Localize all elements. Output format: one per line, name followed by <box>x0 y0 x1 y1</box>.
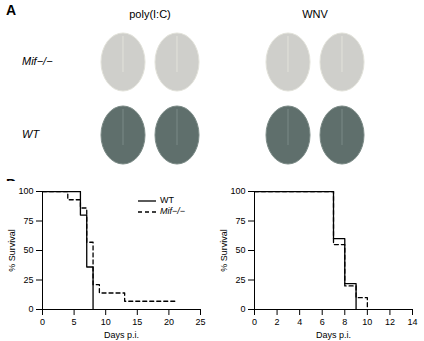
svg-text:6: 6 <box>320 317 325 327</box>
svg-text:10: 10 <box>101 317 111 327</box>
svg-text:50: 50 <box>235 245 245 255</box>
svg-text:10: 10 <box>362 317 372 327</box>
svg-text:14: 14 <box>407 317 417 327</box>
svg-text:5: 5 <box>72 317 77 327</box>
svg-text:% Survival: % Survival <box>7 229 17 272</box>
html-text:Mif−/−: Mif−/− <box>22 55 53 67</box>
html-text:poly(I:C): poly(I:C) <box>129 8 171 20</box>
html-text:WT: WT <box>22 128 40 140</box>
svg-text:50: 50 <box>23 245 33 255</box>
svg-text:75: 75 <box>235 216 245 226</box>
svg-text:100: 100 <box>230 186 245 196</box>
svg-text:75: 75 <box>23 216 33 226</box>
svg-text:15: 15 <box>132 317 142 327</box>
svg-text:0: 0 <box>40 317 45 327</box>
svg-text:Days p.i.: Days p.i. <box>104 330 139 340</box>
svg-text:0: 0 <box>28 304 33 314</box>
svg-text:25: 25 <box>235 275 245 285</box>
html-text:WT: WT <box>160 195 174 205</box>
svg-text:25: 25 <box>23 275 33 285</box>
svg-text:2: 2 <box>275 317 280 327</box>
html-text:Mif−/−: Mif−/− <box>160 206 185 216</box>
svg-text:20: 20 <box>164 317 174 327</box>
html-text:B: B <box>6 176 17 192</box>
svg-text:% Survival: % Survival <box>219 229 229 272</box>
svg-text:12: 12 <box>385 317 395 327</box>
html-text:WNV: WNV <box>302 8 328 20</box>
html-text:A: A <box>6 2 17 18</box>
svg-text:0: 0 <box>240 304 245 314</box>
svg-text:100: 100 <box>18 186 33 196</box>
svg-text:8: 8 <box>342 317 347 327</box>
svg-text:25: 25 <box>195 317 205 327</box>
svg-text:0: 0 <box>252 317 257 327</box>
svg-text:Days p.i.: Days p.i. <box>316 330 351 340</box>
svg-text:4: 4 <box>297 317 302 327</box>
